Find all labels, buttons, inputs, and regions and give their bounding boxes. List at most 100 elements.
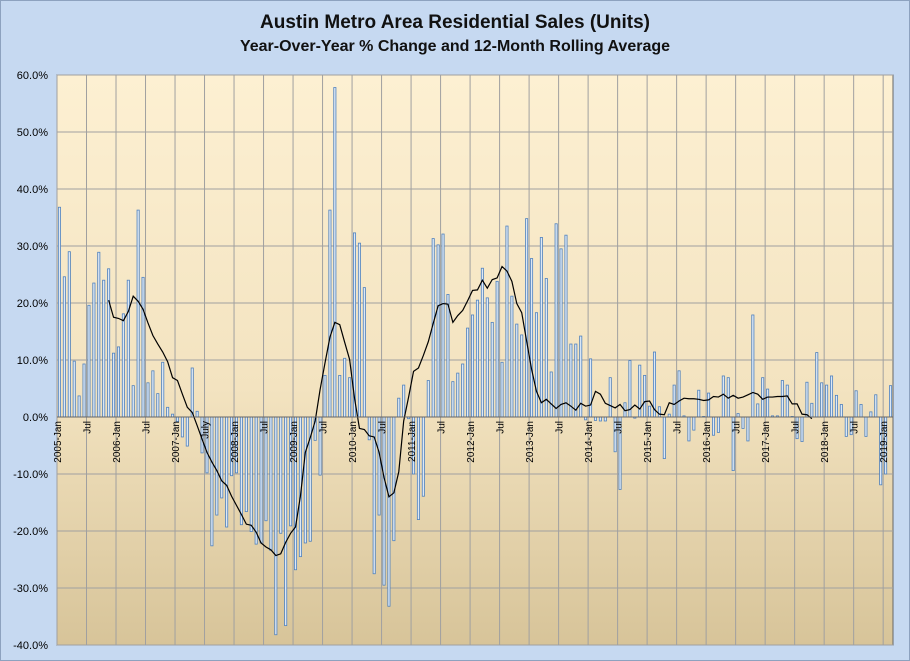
bar (107, 268, 111, 418)
x-tick-label: 2017-Jan (761, 421, 772, 463)
bar (254, 416, 258, 545)
bar (451, 381, 455, 418)
chart-title: Austin Metro Area Residential Sales (Uni… (260, 12, 650, 33)
bar (736, 413, 740, 418)
bar (141, 276, 145, 418)
bar (751, 314, 755, 418)
gridlines (56, 74, 893, 646)
bar (57, 206, 61, 418)
bar (244, 416, 248, 513)
bar (82, 363, 86, 418)
x-tick-label: Jul (850, 421, 861, 434)
bar (151, 370, 155, 418)
x-tick-label: 2009-Jan (289, 421, 300, 463)
bar (889, 385, 893, 418)
bar (510, 295, 514, 418)
bar (279, 416, 283, 534)
bar (62, 276, 66, 418)
bar (539, 237, 543, 418)
bar (112, 352, 116, 418)
bar (864, 416, 868, 437)
x-tick-label: 2006-Jan (112, 421, 123, 463)
bar (97, 251, 101, 418)
bar (574, 343, 578, 418)
bar (436, 244, 440, 418)
bar (259, 416, 263, 544)
bar (785, 384, 789, 418)
x-tick-label: 2018-Jan (820, 421, 831, 463)
x-tick-label: Jul (732, 421, 743, 434)
x-tick-label: 2010-Jan (348, 421, 359, 463)
bar (834, 394, 838, 418)
bar (825, 384, 829, 418)
bar (102, 279, 106, 418)
x-tick-label: 2008-Jan (230, 421, 241, 463)
bar (869, 411, 873, 418)
bar (839, 404, 843, 418)
bar (854, 390, 858, 418)
bar (746, 416, 750, 442)
bar (677, 370, 681, 418)
x-tick-label: 2015-Jan (643, 421, 654, 463)
bar (805, 381, 809, 418)
bar (598, 416, 602, 422)
bar (348, 377, 352, 418)
bar (554, 223, 558, 418)
x-tick-label: Jul (614, 421, 625, 434)
bar (643, 374, 647, 418)
y-tick-label: 30.0% (17, 241, 48, 253)
rolling-average-line (108, 265, 813, 557)
bar (559, 248, 563, 418)
x-tick-label: 2019-Jan (879, 421, 890, 463)
y-tick-label: -30.0% (13, 583, 48, 595)
bar (87, 304, 91, 418)
x-tick-label: July (201, 421, 212, 439)
axes: 60.0% 50.0% 40.0% 30.0% 20.0% 10.0% 0.0% -10.0%… (13, 70, 893, 652)
x-tick-label: Jul (555, 421, 566, 434)
bar (657, 406, 661, 418)
x-tick-label: Jul (378, 421, 389, 434)
bar (780, 380, 784, 418)
bar (874, 394, 878, 418)
bar (284, 416, 288, 627)
y-tick-label: 40.0% (17, 184, 48, 196)
bar (505, 225, 509, 418)
x-tick-label: 2013-Jan (525, 421, 536, 463)
x-tick-label: Jul (496, 421, 507, 434)
bar (515, 323, 519, 418)
x-tick-label: Jul (791, 421, 802, 434)
bar (589, 358, 593, 418)
bar (495, 280, 499, 418)
bar (67, 251, 71, 418)
chart-subtitle: Year-Over-Year % Change and 12-Month Rol… (239, 38, 671, 55)
y-tick-label: -20.0% (13, 526, 48, 538)
bar (343, 357, 347, 418)
bar (549, 371, 553, 418)
bar (303, 416, 307, 544)
y-tick-label: 20.0% (17, 298, 48, 310)
bar (421, 416, 425, 497)
bar (249, 416, 253, 532)
x-tick-label: Jul (83, 421, 94, 434)
x-tick-label: Jul (260, 421, 271, 434)
bar (461, 363, 465, 418)
bar (126, 279, 130, 418)
bar (175, 416, 179, 422)
bar (766, 388, 770, 418)
bar (810, 402, 814, 418)
y-tick-label: 50.0% (17, 127, 48, 139)
bar (215, 416, 219, 516)
x-tick-label: 2005-Jan (53, 421, 64, 463)
bar (534, 312, 538, 418)
bar (520, 334, 524, 418)
x-tick-label: Jul (142, 421, 153, 434)
x-tick-label: Jul (319, 421, 330, 434)
y-tick-label: 0.0% (23, 412, 48, 424)
bar (333, 87, 337, 418)
bar (121, 313, 125, 418)
bar (844, 416, 848, 437)
bar (269, 416, 273, 551)
bar (156, 393, 160, 418)
bar (721, 375, 725, 418)
